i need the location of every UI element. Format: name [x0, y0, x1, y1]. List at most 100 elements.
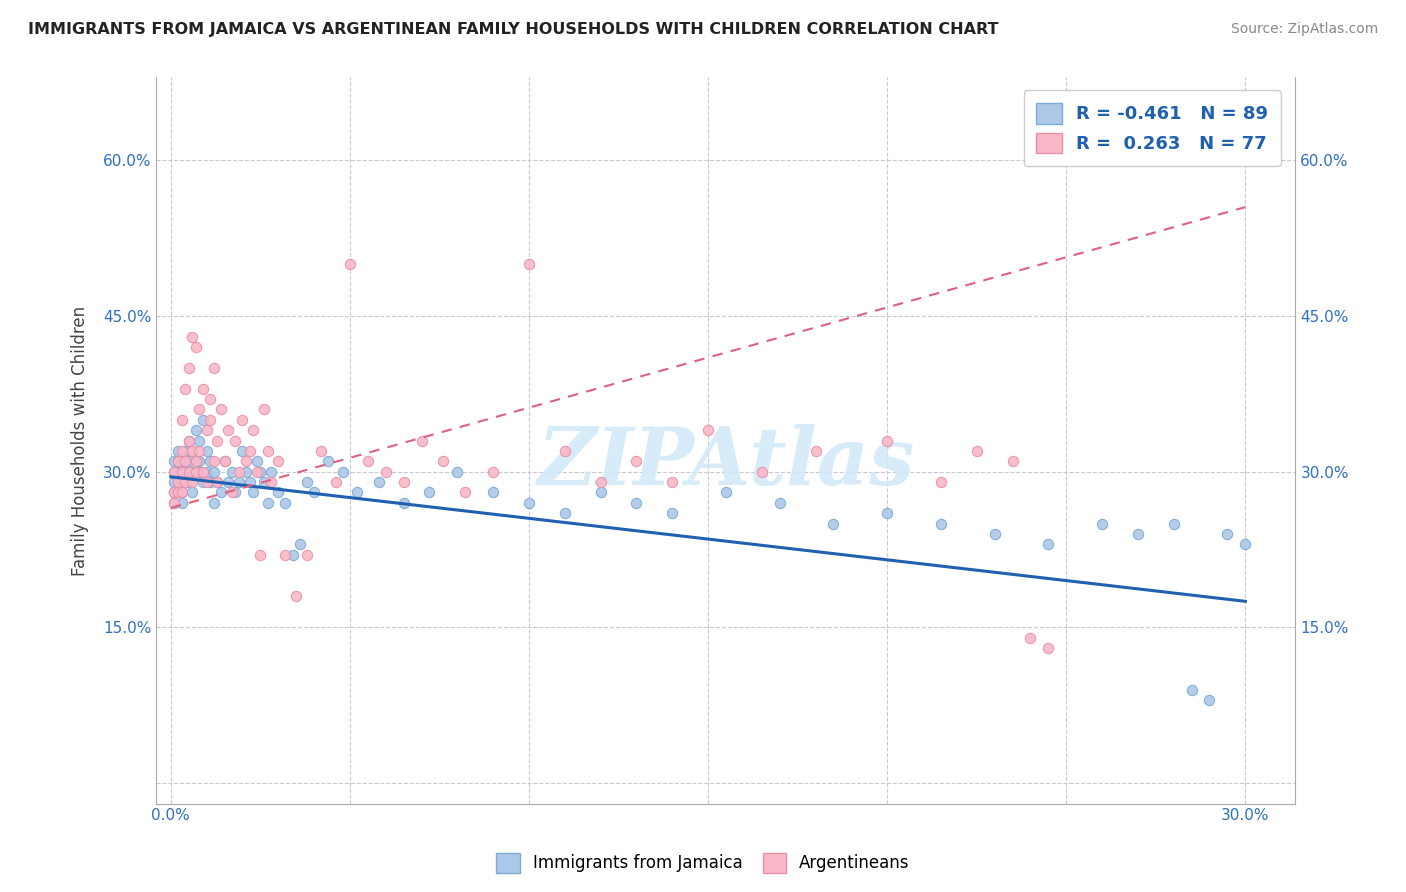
Point — [267, 454, 290, 468]
Point — [188, 465, 211, 479]
Point — [195, 475, 218, 489]
Point — [231, 443, 253, 458]
Point — [184, 340, 207, 354]
Point — [188, 434, 211, 448]
Point — [174, 454, 197, 468]
Point — [1038, 640, 1060, 655]
Point — [174, 475, 197, 489]
Point — [195, 443, 218, 458]
Point — [418, 485, 440, 500]
Point — [217, 475, 239, 489]
Point — [202, 360, 225, 375]
Point — [177, 475, 200, 489]
Point — [1038, 537, 1060, 551]
Point — [246, 454, 269, 468]
Point — [177, 465, 200, 479]
Point — [242, 423, 264, 437]
Point — [200, 392, 222, 406]
Point — [221, 465, 243, 479]
Point — [207, 475, 229, 489]
Point — [1163, 516, 1185, 531]
Point — [267, 485, 290, 500]
Point — [661, 506, 683, 520]
Point — [302, 485, 325, 500]
Point — [177, 434, 200, 448]
Point — [163, 485, 186, 500]
Point — [181, 465, 204, 479]
Point — [174, 475, 197, 489]
Point — [191, 465, 214, 479]
Point — [170, 485, 193, 500]
Point — [339, 257, 361, 271]
Point — [392, 475, 415, 489]
Point — [482, 465, 505, 479]
Point — [249, 548, 271, 562]
Point — [221, 485, 243, 500]
Point — [188, 402, 211, 417]
Point — [217, 423, 239, 437]
Point — [207, 434, 229, 448]
Point — [163, 465, 186, 479]
Point — [253, 402, 276, 417]
Point — [1181, 682, 1204, 697]
Point — [295, 475, 318, 489]
Point — [195, 423, 218, 437]
Point — [239, 443, 262, 458]
Y-axis label: Family Households with Children: Family Households with Children — [72, 305, 89, 575]
Point — [554, 443, 576, 458]
Point — [482, 485, 505, 500]
Point — [170, 465, 193, 479]
Point — [239, 475, 262, 489]
Point — [200, 454, 222, 468]
Point — [167, 475, 190, 489]
Legend: R = -0.461   N = 89, R =  0.263   N = 77: R = -0.461 N = 89, R = 0.263 N = 77 — [1024, 90, 1281, 166]
Point — [367, 475, 389, 489]
Point — [983, 527, 1005, 541]
Point — [167, 454, 190, 468]
Point — [325, 475, 347, 489]
Point — [167, 485, 190, 500]
Point — [769, 496, 792, 510]
Point — [167, 443, 190, 458]
Text: IMMIGRANTS FROM JAMAICA VS ARGENTINEAN FAMILY HOUSEHOLDS WITH CHILDREN CORRELATI: IMMIGRANTS FROM JAMAICA VS ARGENTINEAN F… — [28, 22, 998, 37]
Point — [714, 485, 737, 500]
Point — [253, 475, 276, 489]
Point — [163, 485, 186, 500]
Point — [163, 496, 186, 510]
Point — [374, 465, 396, 479]
Point — [184, 454, 207, 468]
Point — [411, 434, 433, 448]
Point — [626, 454, 648, 468]
Point — [177, 465, 200, 479]
Point — [446, 465, 468, 479]
Point — [181, 475, 204, 489]
Point — [242, 485, 264, 500]
Point — [288, 537, 311, 551]
Point — [274, 496, 297, 510]
Point — [1091, 516, 1114, 531]
Point — [697, 423, 720, 437]
Point — [207, 475, 229, 489]
Point — [228, 475, 250, 489]
Point — [332, 465, 354, 479]
Point — [318, 454, 340, 468]
Point — [517, 496, 540, 510]
Point — [1234, 537, 1257, 551]
Point — [167, 465, 190, 479]
Point — [281, 548, 304, 562]
Text: Source: ZipAtlas.com: Source: ZipAtlas.com — [1230, 22, 1378, 37]
Point — [228, 465, 250, 479]
Point — [170, 454, 193, 468]
Point — [195, 465, 218, 479]
Point — [432, 454, 454, 468]
Point — [170, 465, 193, 479]
Point — [224, 485, 246, 500]
Point — [170, 413, 193, 427]
Point — [661, 475, 683, 489]
Point — [260, 465, 283, 479]
Point — [181, 485, 204, 500]
Point — [1198, 693, 1220, 707]
Point — [184, 465, 207, 479]
Point — [589, 485, 612, 500]
Point — [751, 465, 773, 479]
